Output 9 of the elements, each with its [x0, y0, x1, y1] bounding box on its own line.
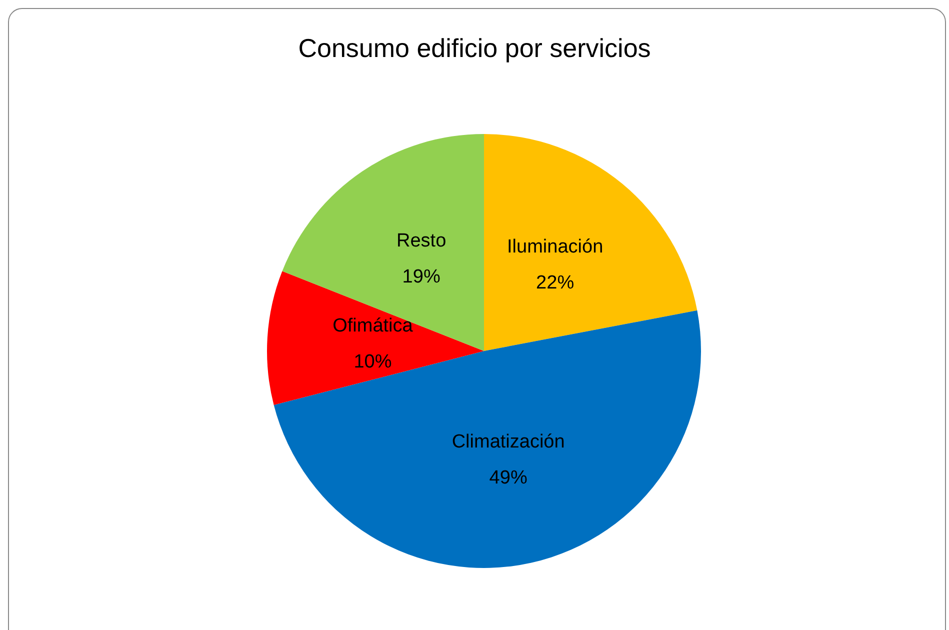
data-label: 49% — [489, 467, 528, 488]
slice-label: Ofimática — [332, 316, 414, 336]
slice-label: Iluminación — [507, 236, 604, 258]
data-label: 19% — [402, 266, 440, 288]
chart-title: Consumo edificio por servicios — [298, 33, 651, 63]
slice-label: Resto — [396, 230, 446, 252]
data-label: 22% — [536, 272, 574, 294]
slice-label: Climatización — [452, 431, 565, 452]
data-label: 10% — [354, 352, 392, 372]
